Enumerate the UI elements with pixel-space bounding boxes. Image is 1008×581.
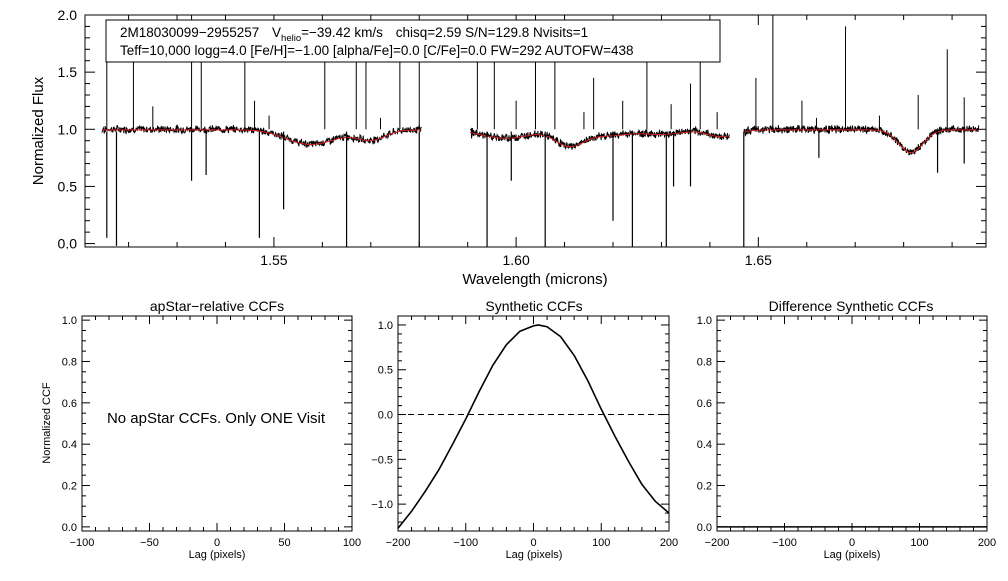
difference-ccf-title: Difference Synthetic CCFs — [769, 298, 934, 314]
spectrum-x-tick-label: 1.65 — [745, 252, 772, 268]
spectrum-info-box: 2M18030099−2955257 Vhelio=−39.42 km/s ch… — [105, 19, 721, 63]
spectrum-panel: 1.55 1.60 1.65 0.0 0.5 1.0 1.5 2.0 2M18030099−2… — [30, 7, 987, 288]
apstar-ccf-y-tick-label: 0.2 — [62, 480, 77, 492]
apstar-ccf-title: apStar−relative CCFs — [150, 298, 284, 314]
synthetic-ccf-x-tick-label: 0 — [530, 537, 536, 549]
synthetic-ccf-ticks: −200 −100 0 100 200 −1.0 −0.5 0.0 0.5 1.0 — [371, 315, 678, 549]
difference-ccf-x-axis-label: Lag (pixels) — [824, 549, 881, 561]
synthetic-ccf-y-tick-label: 0.5 — [378, 365, 393, 377]
difference-ccf-ticks: −200 −100 0 100 200 0.0 0.2 0.4 0.6 0.8 1.0 — [697, 315, 996, 549]
spectrum-x-tick-label: 1.60 — [502, 252, 529, 268]
spectrum-observed-chip-1 — [101, 123, 422, 149]
difference-ccf-y-tick-label: 1.0 — [697, 315, 712, 327]
apstar-ccf-y-axis-label: Normalized CCF — [41, 382, 53, 464]
spectrum-marks — [101, 15, 980, 247]
spectrum-y-tick-label: 1.0 — [58, 121, 78, 137]
apstar-ccf-annotation: No apStar CCFs. Only ONE Visit — [107, 410, 326, 427]
apstar-ccf-x-tick-label: 50 — [278, 537, 290, 549]
synthetic-ccf-y-tick-label: 1.0 — [378, 320, 393, 332]
info-fit-stats: chisq=2.59 S/N=129.8 Nvisits=1 — [396, 25, 589, 40]
difference-ccf-plot-frame — [716, 315, 988, 532]
spectrum-y-tick-label: 2.0 — [58, 7, 78, 23]
difference-ccf-x-tick-label: −200 — [705, 537, 730, 549]
synthetic-ccf-x-tick-label: 100 — [592, 537, 610, 549]
apstar-ccf-x-tick-label: 100 — [343, 537, 361, 549]
synthetic-ccf-x-tick-label: 200 — [660, 537, 678, 549]
synthetic-ccf-marks — [397, 324, 670, 529]
info-line-1: 2M18030099−2955257 Vhelio=−39.42 km/s ch… — [120, 25, 588, 44]
difference-ccf-panel: Difference Synthetic CCFs −200 −100 0 100 20… — [697, 298, 996, 561]
difference-ccf-y-tick-label: 0.0 — [697, 522, 712, 534]
difference-ccf-x-tick-label: −100 — [772, 537, 797, 549]
info-line-2: Teff=10,000 logg=4.0 [Fe/H]=−1.00 [alpha… — [120, 43, 634, 58]
apstar-ccf-y-tick-label: 0.0 — [62, 522, 77, 534]
spectrum-plot-frame — [84, 14, 987, 248]
spectrum-ticks: 1.55 1.60 1.65 0.0 0.5 1.0 1.5 2.0 — [58, 7, 986, 268]
difference-ccf-y-tick-label: 0.8 — [697, 356, 712, 368]
synthetic-ccf-x-tick-label: −100 — [453, 537, 478, 549]
apstar-ccf-x-tick-label: 0 — [214, 537, 220, 549]
spectrum-model-chip-1 — [101, 129, 422, 145]
spectrum-x-axis-label: Wavelength (microns) — [462, 271, 607, 288]
apstar-ccf-x-tick-label: −100 — [70, 537, 95, 549]
apstar-ccf-x-axis-label: Lag (pixels) — [189, 549, 246, 561]
apstar-ccf-y-tick-label: 1.0 — [62, 315, 77, 327]
difference-ccf-y-tick-label: 0.4 — [697, 439, 712, 451]
info-v-label: V — [272, 25, 281, 40]
apstar-ccf-y-tick-label: 0.6 — [62, 398, 77, 410]
info-v-value: =−39.42 km/s — [301, 25, 383, 40]
synthetic-ccf-x-axis-label: Lag (pixels) — [506, 549, 563, 561]
spectrum-model-chip-3 — [743, 129, 979, 154]
synthetic-ccf-plot-frame — [397, 315, 670, 532]
spectrum-y-tick-label: 0.0 — [58, 236, 78, 252]
difference-ccf-x-tick-label: 200 — [978, 537, 996, 549]
synthetic-ccf-curve — [397, 324, 670, 529]
apstar-ccf-panel: apStar−relative CCFs −100 −50 0 50 100 0.0 0.2… — [41, 298, 361, 561]
synthetic-ccf-x-tick-label: −200 — [386, 537, 411, 549]
apstar-ccf-y-tick-label: 0.4 — [62, 439, 77, 451]
synthetic-ccf-panel: Synthetic CCFs −200 −100 0 100 200 −1.0 −0.5 0.… — [371, 298, 678, 561]
info-star-id: 2M18030099−2955257 — [120, 25, 259, 40]
synthetic-ccf-y-tick-label: 0.0 — [378, 410, 393, 422]
apstar-ccf-ticks: −100 −50 0 50 100 0.0 0.2 0.4 0.6 0.8 1.0 — [62, 315, 361, 549]
synthetic-ccf-y-tick-label: −1.0 — [371, 499, 393, 511]
spectrum-y-tick-label: 0.5 — [58, 178, 78, 194]
apstar-ccf-x-tick-label: −50 — [140, 537, 159, 549]
difference-ccf-x-tick-label: 0 — [849, 537, 855, 549]
spectrum-model-chip-2 — [470, 131, 730, 148]
spectrum-y-axis-label: Normalized Flux — [30, 76, 47, 185]
synthetic-ccf-y-tick-label: −0.5 — [371, 454, 393, 466]
apstar-ccf-y-tick-label: 0.8 — [62, 356, 77, 368]
info-box-frame — [105, 19, 721, 63]
spectrum-y-tick-label: 1.5 — [58, 64, 78, 80]
synthetic-ccf-title: Synthetic CCFs — [485, 298, 582, 314]
difference-ccf-x-tick-label: 100 — [910, 537, 928, 549]
difference-ccf-y-tick-label: 0.2 — [697, 480, 712, 492]
spectrum-x-tick-label: 1.55 — [260, 252, 287, 268]
info-v-subscript: helio — [281, 33, 301, 44]
difference-ccf-y-tick-label: 0.6 — [697, 398, 712, 410]
